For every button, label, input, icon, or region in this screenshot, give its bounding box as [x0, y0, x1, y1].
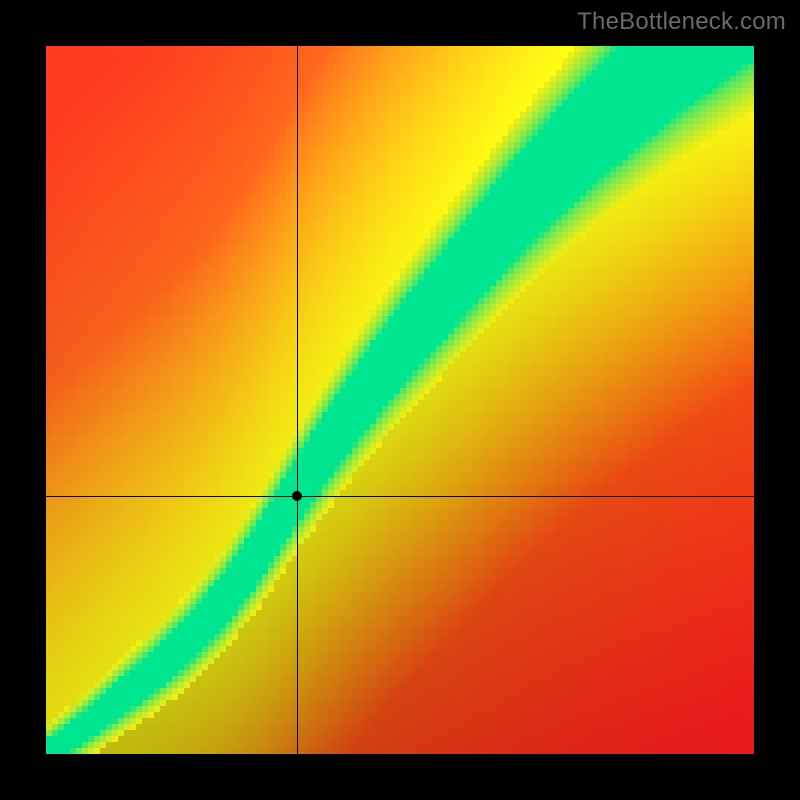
bottleneck-heatmap [46, 46, 754, 754]
crosshair-vertical [297, 46, 298, 754]
crosshair-marker [292, 491, 302, 501]
crosshair-horizontal [46, 496, 754, 497]
plot-frame [46, 46, 754, 754]
watermark-text: TheBottleneck.com [577, 8, 786, 36]
